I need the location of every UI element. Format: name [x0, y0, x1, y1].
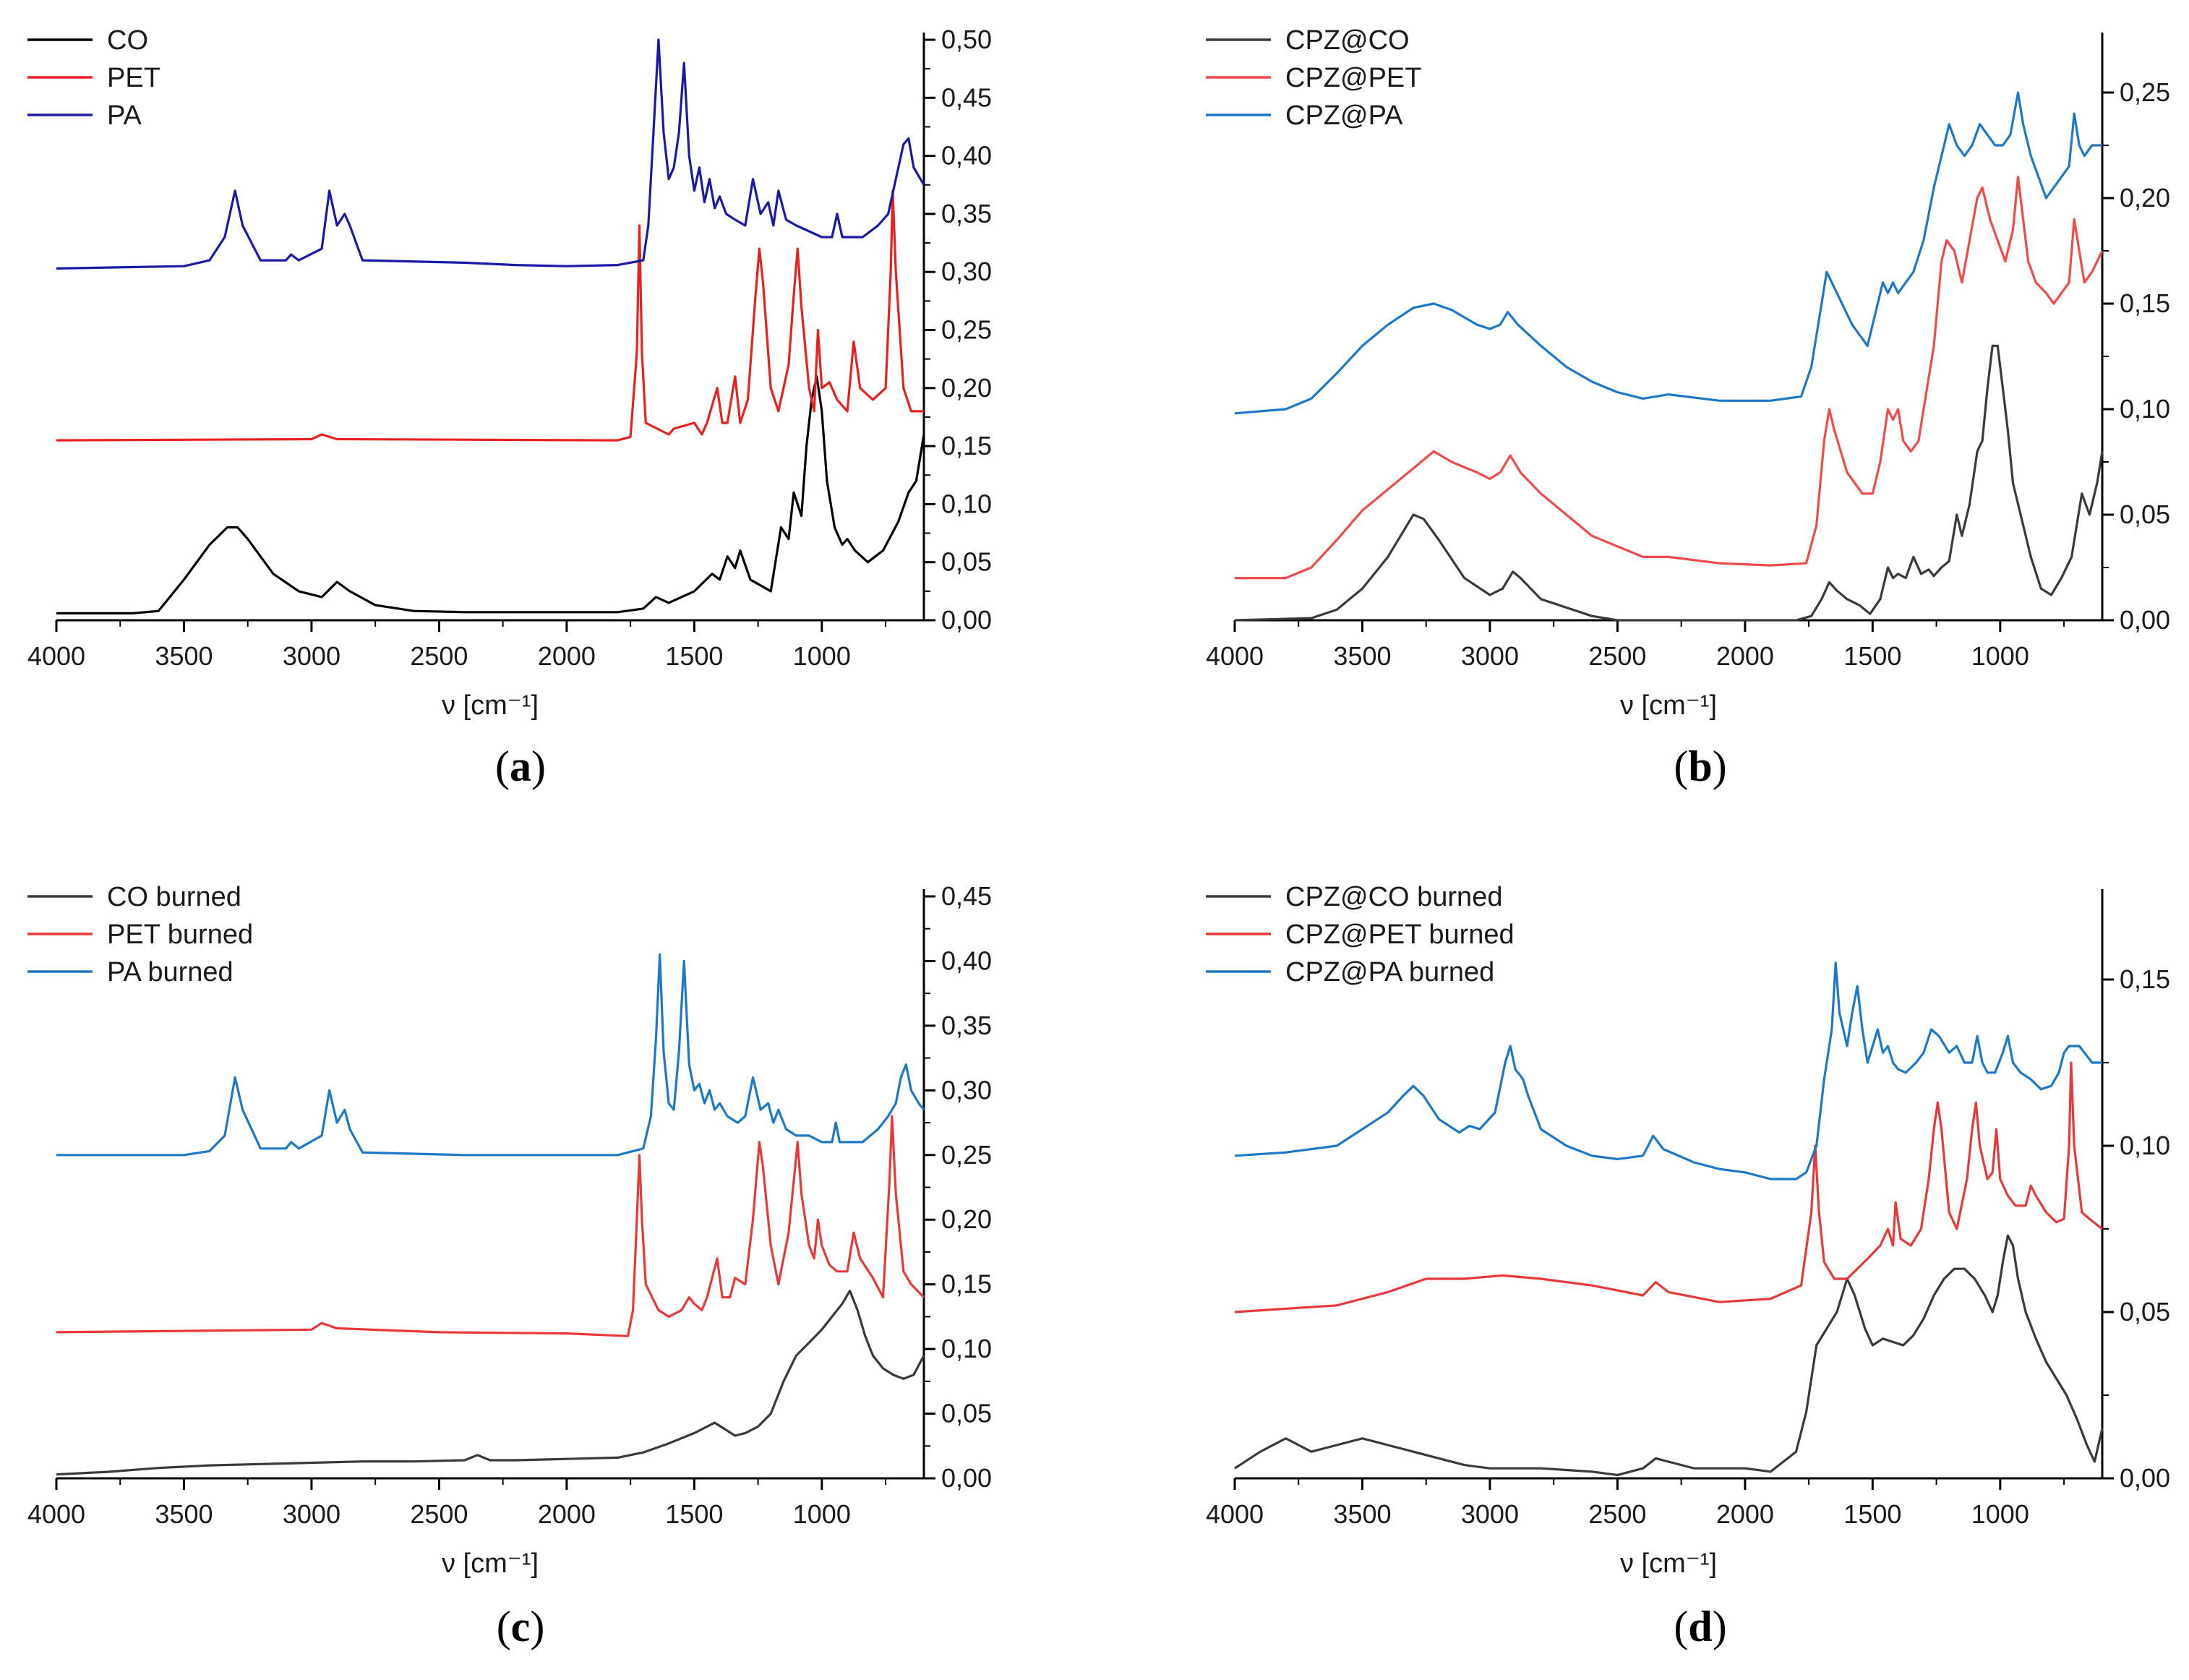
series-line-a-2 [56, 38, 925, 270]
y-tick-label-a: 0,45 [941, 82, 992, 112]
y-tick-label-b: 0,20 [2120, 183, 2170, 213]
series-line-a-0 [56, 375, 925, 614]
series-line-b-0 [1234, 344, 2104, 622]
y-tick-label-c: 0,30 [941, 1075, 992, 1105]
x-tick-label-d: 1500 [1843, 1499, 1901, 1529]
x-tick-label-d: 2500 [1588, 1499, 1646, 1529]
x-tick-label-b: 3500 [1333, 641, 1391, 671]
x-axis-title-c: ν [cm⁻¹] [442, 1548, 539, 1579]
y-tick-label-d: 0,10 [2120, 1131, 2170, 1160]
x-tick-label-c: 3000 [283, 1499, 340, 1529]
x-axis-title-a: ν [cm⁻¹] [442, 690, 539, 721]
y-tick-label-a: 0,40 [941, 141, 992, 171]
series-line-c-1 [56, 1115, 925, 1337]
x-tick-label-a: 2000 [538, 641, 596, 671]
legend-label-c-1: PET burned [107, 920, 253, 950]
series-line-c-0 [56, 1290, 925, 1476]
legend-label-a-1: PET [107, 63, 160, 93]
y-tick-label-c: 0,00 [941, 1463, 992, 1493]
y-tick-label-b: 0,00 [2120, 605, 2170, 635]
y-tick-label-c: 0,25 [941, 1140, 992, 1170]
x-tick-label-b: 1500 [1843, 641, 1901, 671]
x-tick-label-a: 1000 [793, 641, 851, 671]
y-tick-label-a: 0,10 [941, 489, 992, 518]
legend-label-a-2: PA [107, 100, 142, 131]
y-tick-label-d: 0,00 [2120, 1463, 2170, 1493]
panel-caption-c: (c) [497, 1603, 545, 1650]
x-tick-label-a: 1500 [665, 641, 723, 671]
x-tick-label-d: 2000 [1716, 1499, 1774, 1529]
series-line-c-2 [56, 953, 925, 1157]
x-axis-title-b: ν [cm⁻¹] [1620, 690, 1717, 721]
x-tick-label-d: 3500 [1333, 1499, 1391, 1529]
x-tick-label-a: 2500 [410, 641, 468, 671]
y-tick-label-a: 0,05 [941, 547, 992, 577]
panel-caption-b: (b) [1674, 742, 1726, 790]
x-tick-label-d: 1000 [1971, 1499, 2029, 1529]
series-line-a-1 [56, 189, 924, 442]
legend-label-a-0: CO [107, 25, 148, 56]
x-tick-label-a: 4000 [27, 641, 85, 671]
series-line-b-2 [1234, 91, 2102, 415]
y-tick-label-c: 0,45 [941, 881, 992, 911]
x-tick-label-b: 1000 [1971, 641, 2029, 671]
y-tick-label-b: 0,25 [2120, 77, 2170, 107]
y-tick-label-c: 0,10 [941, 1334, 992, 1363]
x-tick-label-b: 4000 [1206, 641, 1264, 671]
y-tick-label-c: 0,15 [941, 1269, 992, 1299]
y-tick-label-b: 0,10 [2120, 394, 2170, 424]
legend-label-d-0: CPZ@CO burned [1285, 882, 1502, 912]
x-tick-label-a: 3000 [283, 641, 340, 671]
legend-label-b-1: CPZ@PET [1285, 63, 1421, 93]
x-tick-label-c: 3500 [155, 1499, 213, 1529]
legend-label-b-2: CPZ@PA [1285, 100, 1403, 131]
x-tick-label-b: 2000 [1716, 641, 1774, 671]
legend-label-c-0: CO burned [107, 882, 241, 912]
series-line-d-2 [1234, 961, 2102, 1180]
x-tick-label-c: 1500 [665, 1499, 723, 1529]
y-tick-label-a: 0,35 [941, 199, 992, 228]
y-tick-label-a: 0,50 [941, 25, 992, 54]
x-tick-label-c: 1000 [793, 1499, 851, 1529]
x-tick-label-a: 3500 [155, 641, 213, 671]
y-tick-label-c: 0,40 [941, 946, 992, 975]
y-tick-label-d: 0,05 [2120, 1297, 2170, 1327]
legend-label-c-2: PA burned [107, 957, 234, 987]
panel-caption-a: (a) [495, 742, 546, 790]
legend-label-b-0: CPZ@CO [1285, 25, 1410, 56]
x-axis-title-d: ν [cm⁻¹] [1620, 1548, 1717, 1579]
y-tick-label-a: 0,20 [941, 373, 992, 403]
series-line-d-0 [1234, 1234, 2104, 1476]
x-tick-label-d: 3000 [1461, 1499, 1519, 1529]
series-line-d-1 [1234, 1061, 2103, 1313]
x-tick-label-b: 3000 [1461, 641, 1519, 671]
x-tick-label-c: 2500 [410, 1499, 468, 1529]
x-tick-label-b: 2500 [1588, 641, 1646, 671]
series-line-b-1 [1235, 176, 2104, 580]
y-tick-label-c: 0,05 [941, 1399, 992, 1428]
panel-caption-d: (d) [1674, 1603, 1726, 1650]
y-tick-label-c: 0,35 [941, 1011, 992, 1040]
y-tick-label-a: 0,30 [941, 257, 992, 286]
y-tick-label-a: 0,15 [941, 431, 992, 460]
legend-label-d-1: CPZ@PET burned [1285, 920, 1515, 950]
x-tick-label-c: 4000 [27, 1499, 85, 1529]
y-tick-label-a: 0,00 [941, 605, 992, 635]
y-tick-label-b: 0,05 [2120, 500, 2170, 529]
legend-label-d-2: CPZ@PA burned [1285, 957, 1494, 987]
y-tick-label-a: 0,25 [941, 315, 992, 345]
y-tick-label-d: 0,15 [2120, 964, 2170, 994]
y-tick-label-b: 0,15 [2120, 288, 2170, 318]
y-tick-label-c: 0,20 [941, 1204, 992, 1234]
x-tick-label-c: 2000 [538, 1499, 596, 1529]
x-tick-label-d: 4000 [1206, 1499, 1264, 1529]
